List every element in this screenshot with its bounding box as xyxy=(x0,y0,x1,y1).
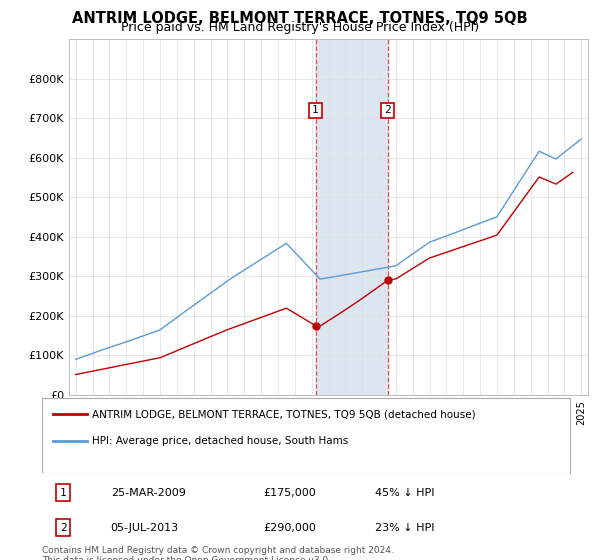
Text: 23% ↓ HPI: 23% ↓ HPI xyxy=(374,523,434,533)
Text: Contains HM Land Registry data © Crown copyright and database right 2024.
This d: Contains HM Land Registry data © Crown c… xyxy=(42,546,394,560)
Text: 45% ↓ HPI: 45% ↓ HPI xyxy=(374,488,434,498)
Text: 1: 1 xyxy=(312,105,319,115)
Text: 2: 2 xyxy=(384,105,391,115)
Text: 05-JUL-2013: 05-JUL-2013 xyxy=(110,523,179,533)
Text: Price paid vs. HM Land Registry's House Price Index (HPI): Price paid vs. HM Land Registry's House … xyxy=(121,21,479,34)
Text: HPI: Average price, detached house, South Hams: HPI: Average price, detached house, Sout… xyxy=(92,436,349,446)
Text: ANTRIM LODGE, BELMONT TERRACE, TOTNES, TQ9 5QB (detached house): ANTRIM LODGE, BELMONT TERRACE, TOTNES, T… xyxy=(92,409,476,419)
Text: ANTRIM LODGE, BELMONT TERRACE, TOTNES, TQ9 5QB: ANTRIM LODGE, BELMONT TERRACE, TOTNES, T… xyxy=(72,11,528,26)
Text: £290,000: £290,000 xyxy=(264,523,317,533)
Bar xyxy=(316,39,388,395)
Text: £175,000: £175,000 xyxy=(264,488,317,498)
Text: 25-MAR-2009: 25-MAR-2009 xyxy=(110,488,185,498)
Text: 2: 2 xyxy=(60,523,67,533)
Text: 1: 1 xyxy=(60,488,67,498)
